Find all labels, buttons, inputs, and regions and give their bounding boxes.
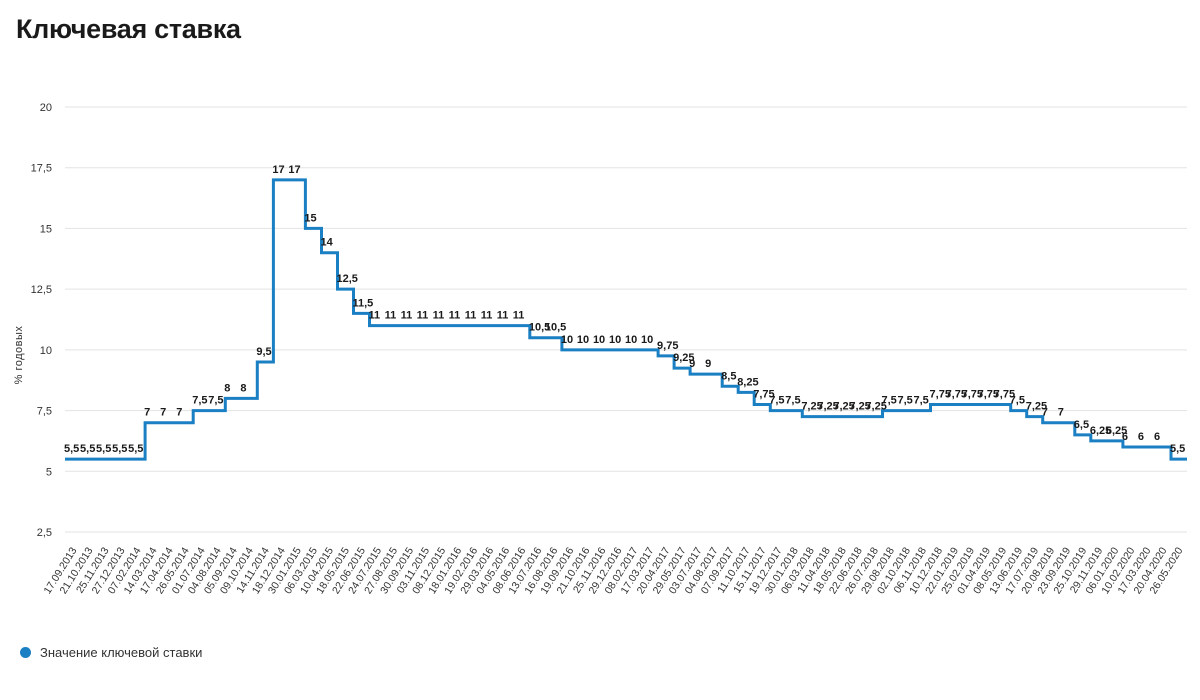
data-label: 7,75 [978,389,999,401]
data-label: 5,5 [128,443,143,455]
data-label: 7,25 [1026,401,1047,413]
data-label: 7,5 [897,395,912,407]
data-label: 7,25 [865,401,886,413]
y-axis-label: % годовых [13,326,25,385]
data-label: 7 [1042,407,1048,419]
data-label: 10,5 [529,322,550,334]
data-label: 15 [304,212,316,224]
data-label: 6 [1154,431,1160,443]
data-label: 11,5 [353,297,374,309]
data-label: 7,25 [801,401,822,413]
data-label: 7 [160,407,166,419]
data-label: 11 [385,310,397,322]
data-label: 7,75 [753,389,774,401]
data-label: 9 [689,358,695,370]
data-label: 7,5 [769,395,784,407]
y-tick-label: 17,5 [31,163,52,175]
data-label: 7,75 [930,389,951,401]
data-label: 9,75 [657,340,678,352]
data-label: 7,25 [833,401,854,413]
data-label: 5,5 [80,443,95,455]
data-label: 7,5 [914,395,929,407]
data-label: 7,5 [1010,395,1025,407]
legend: Значение ключевой ставки [20,645,202,660]
y-tick-label: 12,5 [31,284,52,296]
data-label: 7,5 [785,395,800,407]
data-label: 5,5 [64,443,79,455]
data-label: 8,5 [721,370,736,382]
data-label: 11 [497,310,509,322]
data-label: 10 [641,334,653,346]
data-label: 5,5 [112,443,127,455]
legend-marker [20,647,31,658]
data-label: 11 [465,310,477,322]
data-label: 7,5 [192,395,207,407]
chart-title: Ключевая ставка [16,14,241,44]
data-label: 6,25 [1106,425,1127,437]
data-label: 14 [320,237,333,249]
data-label: 7,25 [849,401,870,413]
data-label: 11 [417,310,429,322]
y-tick-label: 5 [46,466,52,478]
y-tick-label: 20 [40,102,52,114]
data-label: 10,5 [545,322,566,334]
data-label: 7,25 [817,401,838,413]
data-label: 9,5 [256,346,271,358]
data-label: 11 [433,310,445,322]
legend-label: Значение ключевой ставки [40,645,203,660]
data-label: 7 [1058,407,1064,419]
data-label: 7 [144,407,150,419]
data-label: 7,5 [881,395,896,407]
data-label: 11 [481,310,493,322]
data-label: 10 [561,334,573,346]
data-label: 10 [609,334,621,346]
data-label: 8 [224,382,230,394]
data-label: 8,25 [737,376,758,388]
data-label: 6,25 [1090,425,1111,437]
data-label: 7,5 [208,395,223,407]
data-label: 11 [449,310,461,322]
y-axis: 2,5 5 7,5 10 12,5 15 17,5 20 [31,102,52,539]
data-label: 7,75 [994,389,1015,401]
series-line-layer [65,178,1187,461]
data-label: 7,75 [962,389,983,401]
y-tick-label: 15 [40,223,52,235]
data-label: 11 [513,310,525,322]
data-label: 7 [176,407,182,419]
data-label: 6 [1122,431,1128,443]
data-label: 10 [577,334,589,346]
y-tick-label: 2,5 [37,527,52,539]
y-tick-label: 10 [40,345,52,357]
data-label: 5,5 [1170,443,1185,455]
series-line [65,178,1187,461]
data-label: 10 [593,334,605,346]
data-label: 9,25 [673,352,694,364]
data-label: 10 [625,334,637,346]
data-label: 17 [288,164,300,176]
grid-layer [65,106,1187,533]
data-label: 11 [369,310,381,322]
x-axis: 17.09.201321.10.201325.11.201327.12.2013… [42,545,1186,596]
data-label: 5,5 [96,443,111,455]
y-tick-label: 7,5 [37,406,52,418]
data-label: 6,5 [1074,419,1089,431]
data-label: 17 [272,164,284,176]
data-label: 6 [1138,431,1144,443]
data-label: 7,75 [946,389,967,401]
data-label: 8 [240,382,246,394]
data-label: 11 [401,310,413,322]
data-label: 9 [705,358,711,370]
data-label-layer: 5,5 5,5 5,5 5,5 5,57 7 77,5 7,58 89,517 17151412,… [64,164,1185,455]
data-label: 12,5 [336,273,357,285]
